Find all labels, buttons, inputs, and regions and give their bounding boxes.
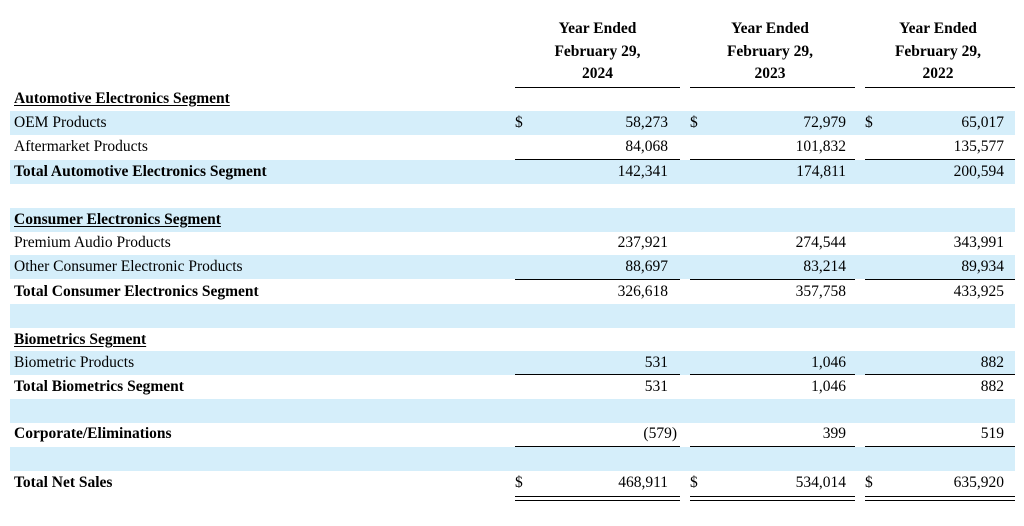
section-title-row: Biometrics Segment: [10, 328, 1015, 352]
row-label: Aftermarket Products: [14, 138, 148, 155]
subtotal-rule: [690, 374, 855, 375]
spacer-row: [10, 208, 1015, 232]
subtotal-rule: [865, 159, 1015, 160]
value-2022: 65,017: [961, 114, 1004, 131]
section-title: Automotive Electronics Segment: [14, 90, 230, 107]
column-header-2023: Year Ended February 29, 2023: [690, 18, 850, 86]
value-2022: 200,594: [953, 163, 1004, 180]
value-2023: 72,979: [803, 114, 846, 131]
value-2023: 174,811: [796, 163, 846, 180]
subtotal-rule: [515, 446, 680, 447]
currency-symbol: $: [515, 474, 523, 491]
subtotal-rule: [515, 279, 680, 280]
value-2024: 531: [644, 354, 668, 371]
double-rule: [690, 496, 855, 501]
value-2023: 1,046: [811, 378, 846, 395]
subtotal-rule: [865, 446, 1015, 447]
value-2022: 135,577: [953, 138, 1004, 155]
subtotal-rule: [865, 279, 1015, 280]
value-2023: 1,046: [811, 354, 846, 371]
table-row-biometric-products: Biometric Products 531 1,046 882: [10, 351, 1015, 375]
section-title-row: Automotive Electronics Segment: [10, 87, 1015, 111]
subtotal-rule: [515, 374, 680, 375]
value-2022: 519: [980, 425, 1004, 442]
header-line: February 29,: [894, 42, 982, 60]
value-2024: (579): [643, 425, 677, 442]
header-rule: [515, 87, 680, 88]
value-2024: 468,911: [618, 474, 668, 491]
currency-symbol: $: [690, 114, 698, 131]
value-2023: 399: [822, 425, 846, 442]
table-row-total-net-sales: Total Net Sales $ 468,911 $ 534,014 $ 63…: [10, 471, 1015, 495]
section-title-row: Consumer Electronics Segment: [10, 208, 1015, 232]
double-rule: [865, 496, 1015, 501]
value-2023: 274,544: [795, 234, 846, 251]
row-label: Biometric Products: [14, 354, 135, 371]
value-2022: 343,991: [953, 234, 1004, 251]
row-label: Total Automotive Electronics Segment: [14, 163, 267, 180]
header-line: 2024: [582, 65, 613, 82]
row-label: Total Net Sales: [14, 474, 113, 491]
value-2024: 326,618: [617, 283, 668, 300]
section-title: Consumer Electronics Segment: [14, 211, 221, 228]
value-2023: 357,758: [795, 283, 846, 300]
table-row-other-consumer: Other Consumer Electronic Products 88,69…: [10, 255, 1015, 279]
subtotal-rule: [690, 446, 855, 447]
value-2022: 882: [980, 354, 1004, 371]
row-label: Total Consumer Electronics Segment: [14, 283, 259, 300]
value-2022: 882: [980, 378, 1004, 395]
value-2024: 531: [644, 378, 668, 395]
subtotal-rule: [515, 159, 680, 160]
subtotal-rule: [865, 374, 1015, 375]
currency-symbol: $: [515, 114, 523, 131]
currency-symbol: $: [865, 114, 873, 131]
value-2024: 142,341: [617, 163, 668, 180]
table-row-oem: OEM Products $ 58,273 $ 72,979 $ 65,017: [10, 111, 1015, 135]
value-2024: 237,921: [617, 234, 668, 251]
spacer-row: [10, 399, 1015, 423]
value-2022: 635,920: [953, 474, 1004, 491]
row-label: OEM Products: [14, 114, 107, 131]
table-row-total-automotive: Total Automotive Electronics Segment 142…: [10, 160, 1015, 184]
value-2022: 89,934: [961, 258, 1004, 275]
value-2024: 84,068: [625, 138, 668, 155]
row-label: Premium Audio Products: [14, 234, 171, 251]
currency-symbol: $: [865, 474, 873, 491]
value-2023: 101,832: [795, 138, 846, 155]
table-row-total-consumer: Total Consumer Electronics Segment 326,6…: [10, 280, 1015, 304]
header-line: 2022: [922, 65, 954, 82]
table-row-corporate: Corporate/Eliminations (579) 399 519: [10, 422, 1015, 446]
subtotal-rule: [690, 159, 855, 160]
currency-symbol: $: [690, 474, 698, 491]
row-label: Corporate/Eliminations: [14, 425, 172, 442]
column-header-2022: Year Ended February 29, 2022: [863, 18, 1013, 86]
header-line: February 29,: [554, 42, 641, 60]
value-2024: 88,697: [625, 258, 668, 275]
row-label: Other Consumer Electronic Products: [14, 258, 243, 275]
value-2022: 433,925: [953, 283, 1004, 300]
value-2023: 534,014: [795, 474, 846, 491]
header-line: February 29,: [726, 42, 814, 60]
table-row-premium-audio: Premium Audio Products 237,921 274,544 3…: [10, 231, 1015, 255]
section-title: Biometrics Segment: [14, 331, 147, 348]
header-line: 2023: [754, 65, 786, 82]
header-line: Year Ended: [558, 20, 637, 37]
header-line: Year Ended: [899, 20, 977, 37]
row-label: Total Biometrics Segment: [14, 378, 184, 395]
subtotal-rule: [690, 279, 855, 280]
header-rule: [690, 87, 855, 88]
value-2023: 83,214: [803, 258, 846, 275]
header-rule: [865, 87, 1015, 88]
double-rule: [515, 496, 680, 501]
table-row-aftermarket: Aftermarket Products 84,068 101,832 135,…: [10, 135, 1015, 159]
column-header-2024: Year Ended February 29, 2024: [515, 18, 680, 86]
spacer-row: [10, 447, 1015, 471]
header-line: Year Ended: [731, 20, 809, 37]
value-2024: 58,273: [625, 114, 668, 131]
spacer-row: [10, 304, 1015, 328]
table-row-total-biometrics: Total Biometrics Segment 531 1,046 882: [10, 375, 1015, 399]
